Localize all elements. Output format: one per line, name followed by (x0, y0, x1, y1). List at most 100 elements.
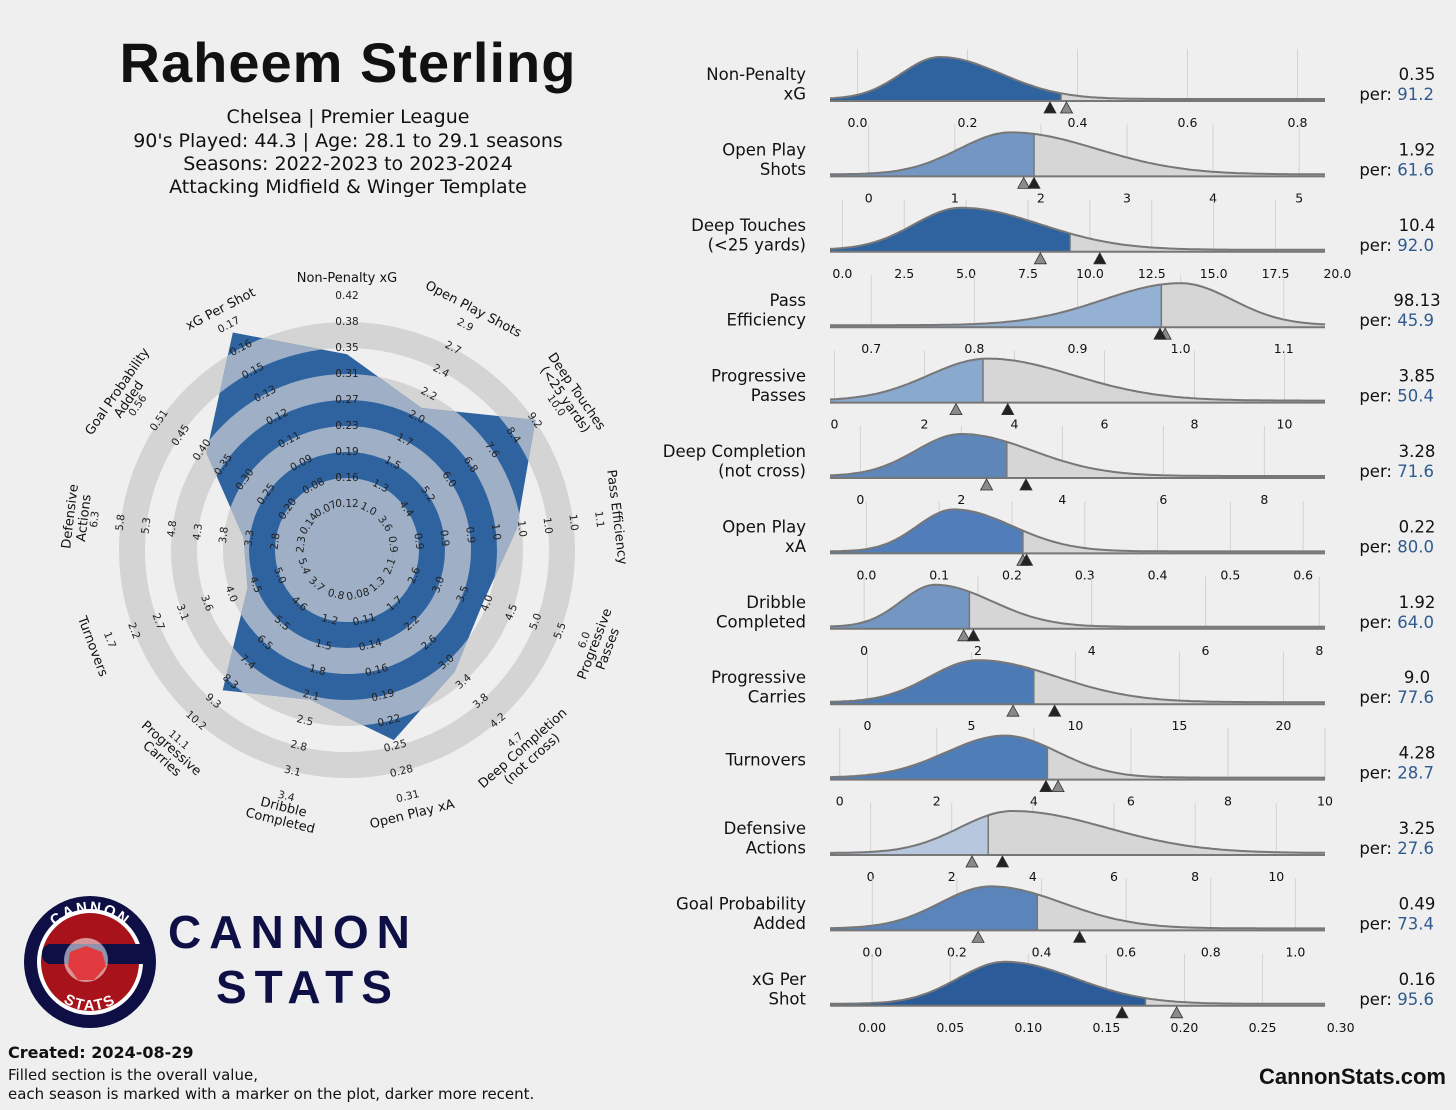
season-marker (966, 628, 981, 642)
axis-tick-label: 0.0 (832, 266, 852, 281)
season-marker (1047, 704, 1062, 717)
radar-tick-label: 0.11 (351, 611, 377, 628)
radar-tick-label: 0.38 (335, 316, 358, 328)
axis-tick-label: 0.0 (856, 567, 876, 582)
metric-percentile: per: 61.6 (1359, 160, 1434, 179)
metric-value: 9.0 (1404, 668, 1430, 687)
season-marker (1019, 478, 1033, 491)
radar-axis-label: DefensiveActions (59, 483, 96, 551)
axis-tick-label: 0.0 (848, 115, 868, 130)
overall-fill (830, 886, 1038, 931)
distribution-curve (829, 508, 1325, 553)
radar-band-center (301, 504, 393, 596)
overall-fill (830, 660, 1034, 705)
metric-row: 0.0 0.1 0.2 0.3 0.4 0.5 0.6 Open Play xA 0.22per:… (722, 501, 1435, 582)
radar-tick-label: 5.5 (552, 621, 569, 641)
radar-tick-label: 0.16 (364, 662, 390, 679)
radar-tick-label: 3.1 (174, 602, 191, 622)
radar-tick-label: 0.22 (376, 712, 402, 729)
metric-percentile: per: 73.4 (1359, 914, 1434, 933)
radar-tick-label: 2.8 (269, 532, 283, 550)
overall-fill (830, 735, 1048, 780)
axis-tick-label: 8 (1224, 794, 1232, 809)
axis-tick-label: 1.0 (1171, 341, 1191, 356)
season-marker (1153, 327, 1167, 340)
radar-tick-label: 1.0 (515, 520, 529, 538)
overall-fill (830, 584, 970, 629)
metric-percentile: per: 80.0 (1359, 537, 1434, 556)
radar-tick-label: 0.9 (412, 532, 426, 550)
metric-value: 1.92 (1399, 593, 1436, 612)
axis-tick-label: 10 (1268, 869, 1284, 884)
season-marker (1169, 1005, 1184, 1019)
badge-bottom-text: STATS (61, 991, 117, 1015)
axis-tick-label: 0.9 (1068, 341, 1088, 356)
radar-axis-label: DribbleCompleted (244, 792, 320, 837)
radar-tick-label: 4.3 (191, 523, 205, 541)
axis-tick-label: 0.3 (1075, 567, 1095, 582)
season-marker (1033, 251, 1048, 265)
season-marker (971, 930, 985, 943)
template-name: Attacking Midfield & Winger Template (169, 176, 527, 198)
radar-tick-label: 2.6 (406, 565, 423, 585)
radar-axis-label: Non-Penalty xG (297, 271, 398, 286)
season-marker (1001, 402, 1015, 416)
radar-tick-label: 4.0 (479, 593, 496, 613)
metric-value: 0.35 (1399, 65, 1436, 84)
season-marker (1006, 704, 1020, 717)
axis-tick-label: 0 (831, 417, 839, 432)
axis-tick-label: 0.6 (1178, 115, 1198, 130)
radar-axis-label: Open Play xA (368, 797, 456, 832)
radar-tick-label: 1.8 (308, 663, 327, 679)
season-marker (979, 478, 994, 491)
radar-tick-label: 0.28 (389, 763, 415, 780)
radar-tick-label: 3.3 (243, 529, 257, 547)
axis-tick-label: 4 (1058, 492, 1066, 507)
axis-tick-label: 0.05 (936, 1020, 964, 1035)
website-link[interactable]: CannonStats.com (1258, 1064, 1446, 1089)
radar-tick-label: 0.31 (395, 788, 421, 805)
overall-fill (830, 207, 1071, 252)
radar-axis-label: Deep Touches(<25 yards) (533, 350, 608, 441)
axis-tick-label: 6 (1101, 417, 1109, 432)
radar-tick-label: 0.9 (437, 529, 451, 547)
metric-value: 0.49 (1399, 894, 1436, 913)
metric-value: 0.16 (1399, 970, 1436, 989)
axis-tick-label: 0 (863, 718, 871, 733)
cannon-stats-logo: CANNON STATS (24, 896, 156, 1028)
radar-tick-label: 0.23 (335, 420, 358, 432)
axis-tick-label: 2 (974, 643, 982, 658)
metric-value: 4.28 (1399, 744, 1436, 763)
radar-tick-label: 3.5 (454, 584, 471, 604)
axis-tick-label: 0.2 (958, 115, 978, 130)
metric-percentile: per: 95.6 (1359, 990, 1434, 1009)
distribution-curve (830, 810, 1325, 854)
season-marker (965, 855, 979, 868)
metric-percentile: per: 45.9 (1359, 311, 1434, 330)
radar-tick-label: 3.0 (430, 575, 447, 595)
radar-chart: 0.12 0.16 0.19 0.23 0.27 0.31 0.35 0.38 0.42 1.0 1… (59, 271, 630, 837)
distribution-curve (829, 433, 1325, 477)
axis-tick-label: 0.8 (964, 341, 984, 356)
overall-fill (830, 132, 1034, 177)
radar-tick-label: 0.16 (335, 472, 359, 484)
axis-tick-label: 0.25 (1249, 1020, 1277, 1035)
axis-tick-label: 20.0 (1323, 266, 1351, 281)
radar-axis-label: Turnovers (74, 613, 111, 679)
axis-tick-label: 4 (1029, 869, 1037, 884)
radar-tick-label: 2.8 (289, 738, 308, 754)
radar-axis-label: ProgressiveCarries (129, 718, 204, 789)
axis-tick-label: 0.6 (1116, 944, 1136, 959)
radar-tick-label: 0.8 (326, 587, 345, 603)
distribution-curve (830, 659, 1325, 704)
axis-tick-label: 7.5 (1018, 266, 1038, 281)
axis-tick-label: 0.4 (1032, 944, 1052, 959)
radar-tick-label: 0.25 (383, 738, 409, 755)
season-marker (1027, 176, 1041, 189)
radar-tick-label: 4.5 (503, 602, 520, 622)
radar-tick-label: 2.9 (455, 316, 475, 334)
axis-tick-label: 0.4 (1148, 567, 1168, 582)
